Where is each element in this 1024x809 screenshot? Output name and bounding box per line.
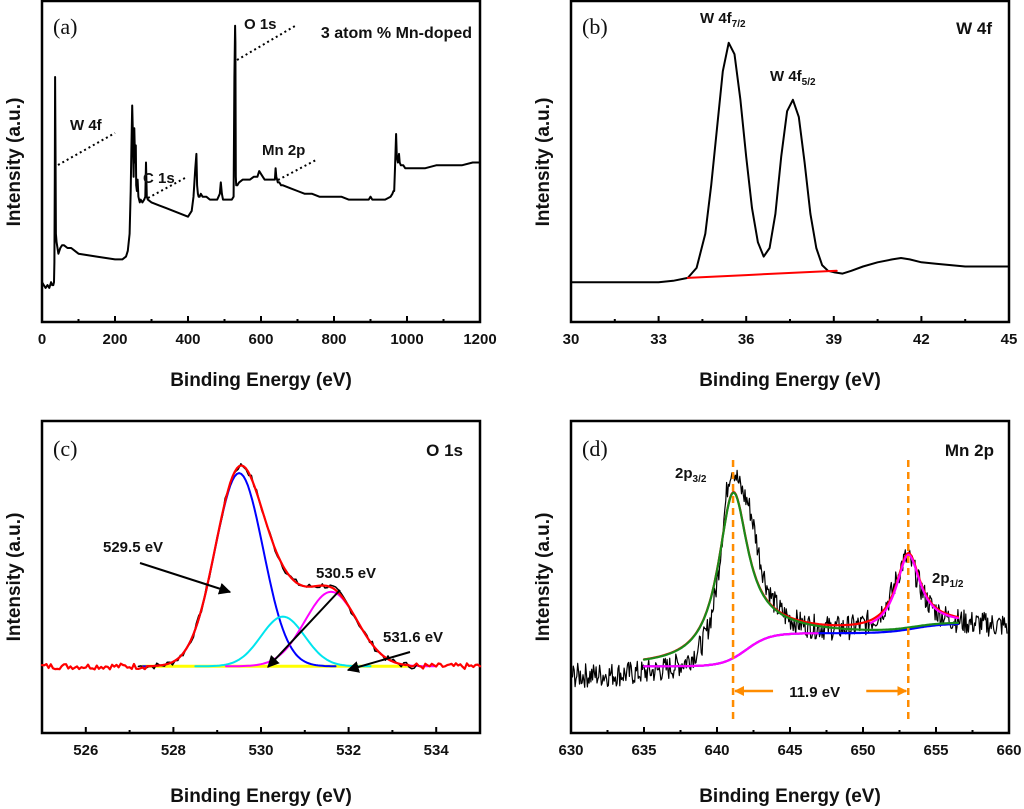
- annotation-label: W 4f: [70, 117, 103, 134]
- panel-a-letter: (a): [53, 14, 77, 39]
- panel-d-xlabel: Binding Energy (eV): [699, 786, 881, 807]
- annotation-label: 529.5 eV: [103, 539, 163, 556]
- panel-a-frame: [40, 0, 482, 324]
- annotation-label: 531.6 eV: [383, 629, 443, 646]
- separation-label: 11.9 eV: [789, 684, 840, 701]
- annotation-leader: [57, 132, 116, 166]
- series-experimental: [571, 469, 1008, 688]
- series-envelope: [40, 464, 482, 671]
- panel-b-xlabel: Binding Energy (eV): [699, 370, 881, 391]
- panel-c-ylabel: Intensity (a.u.): [4, 513, 25, 642]
- x-tick-label: 33: [650, 331, 667, 348]
- x-tick-label: 528: [161, 742, 186, 759]
- panel-c-frame: [40, 419, 482, 735]
- panel-a-xlabel: Binding Energy (eV): [170, 370, 352, 391]
- x-tick-label: 532: [336, 742, 361, 759]
- x-tick-label: 39: [825, 331, 842, 348]
- x-tick-label: 42: [913, 331, 930, 348]
- annotation-arrow: [267, 589, 341, 668]
- annotation-label: C 1s: [143, 170, 175, 187]
- annotation-leader: [236, 25, 296, 61]
- x-tick-label: 660: [996, 742, 1021, 759]
- peak-label: W 4f5/2: [770, 68, 816, 88]
- x-tick-label: 45: [1001, 331, 1018, 348]
- annotation-leader: [147, 177, 186, 199]
- panel-d-mn2p: (d) Mn 2p 630 635 640 645 650 655 660 11.9 eV 2…: [533, 419, 1022, 807]
- panel-c-o1s: (c) O 1s 526 528 530 532 534 529.5 eV 530.5 e…: [4, 419, 482, 807]
- x-tick-label: 635: [631, 742, 656, 759]
- panel-d-ylabel: Intensity (a.u.): [533, 513, 554, 642]
- annotation-leader: [277, 159, 317, 181]
- annotation-label: 530.5 eV: [316, 565, 376, 582]
- peak-label: 2p3/2: [675, 465, 707, 485]
- panel-c-xlabel: Binding Energy (eV): [170, 786, 352, 807]
- x-tick-label: 800: [321, 331, 346, 348]
- x-tick-label: 1200: [463, 331, 496, 348]
- x-tick-label: 1000: [390, 331, 423, 348]
- panel-c-letter: (c): [53, 436, 77, 461]
- series-peak-530.5-eV: [194, 615, 372, 668]
- x-tick-label: 30: [563, 331, 580, 348]
- annotation-label: Mn 2p: [262, 142, 305, 159]
- panel-d-title: Mn 2p: [945, 441, 994, 460]
- x-tick-label: 650: [850, 742, 875, 759]
- x-tick-label: 36: [738, 331, 755, 348]
- x-tick-label: 526: [73, 742, 98, 759]
- panel-b-ylabel: Intensity (a.u.): [533, 98, 554, 227]
- panel-a-title: 3 atom % Mn-doped: [321, 25, 472, 42]
- peak-label: 2p1/2: [932, 570, 964, 590]
- x-tick-label: 655: [923, 742, 948, 759]
- x-tick-label: 630: [558, 742, 583, 759]
- panel-d-letter: (d): [582, 436, 608, 461]
- panel-a-ylabel: Intensity (a.u.): [4, 98, 25, 227]
- x-tick-label: 200: [102, 331, 127, 348]
- series-background: [686, 269, 838, 279]
- panel-b-w4f: (b) W 4f 30 33 36 39 42 45 W 4f7/2 W 4f5/2 Bin…: [533, 0, 1018, 391]
- annotation-arrow: [139, 562, 232, 595]
- panel-c-title: O 1s: [426, 441, 463, 460]
- panel-b-letter: (b): [582, 14, 608, 39]
- panel-b-title: W 4f: [956, 19, 992, 38]
- series-survey: [41, 24, 481, 289]
- series-2p1-2-fit: [869, 553, 959, 625]
- series-background-magenta: [642, 632, 819, 668]
- annotation-arrow: [346, 651, 411, 673]
- annotation-label: O 1s: [244, 16, 277, 33]
- x-tick-label: 0: [38, 331, 46, 348]
- panel-a-survey: (a) 3 atom % Mn-doped 0 200 400 600 800 1000 1…: [4, 0, 497, 391]
- peak-label: W 4f7/2: [700, 10, 746, 30]
- x-tick-label: 640: [704, 742, 729, 759]
- x-tick-label: 600: [248, 331, 273, 348]
- series-experimental: [570, 41, 1010, 284]
- x-tick-label: 400: [175, 331, 200, 348]
- x-tick-label: 530: [248, 742, 273, 759]
- series-2p3-2-fit: [642, 491, 959, 661]
- x-tick-label: 534: [424, 742, 450, 759]
- x-tick-label: 645: [777, 742, 802, 759]
